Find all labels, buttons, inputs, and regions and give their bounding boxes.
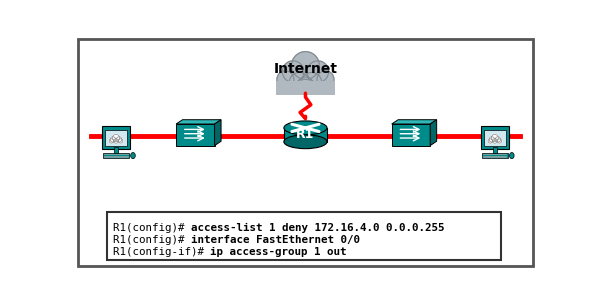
FancyBboxPatch shape [489,140,501,143]
Ellipse shape [510,153,514,159]
Circle shape [289,72,309,92]
Circle shape [492,139,497,143]
Ellipse shape [131,153,135,159]
Circle shape [497,139,502,143]
Circle shape [489,137,495,142]
FancyBboxPatch shape [107,212,501,259]
Ellipse shape [284,135,327,149]
FancyBboxPatch shape [110,140,122,143]
FancyBboxPatch shape [492,147,497,153]
Circle shape [116,137,122,142]
FancyBboxPatch shape [482,153,508,158]
FancyBboxPatch shape [105,130,127,146]
Circle shape [317,71,334,88]
Text: ip access-group 1 out: ip access-group 1 out [210,247,347,257]
FancyBboxPatch shape [481,126,509,149]
Polygon shape [430,120,437,146]
Circle shape [492,134,498,141]
FancyBboxPatch shape [114,147,119,153]
Polygon shape [215,120,221,146]
FancyBboxPatch shape [102,126,130,149]
FancyBboxPatch shape [103,153,129,158]
Circle shape [110,137,116,142]
FancyBboxPatch shape [484,130,505,146]
Circle shape [488,139,492,143]
Polygon shape [392,124,430,146]
Circle shape [307,61,328,82]
Text: R1(config)#: R1(config)# [113,223,191,233]
Text: R1: R1 [296,127,315,140]
Ellipse shape [284,121,327,135]
Circle shape [119,139,123,143]
Circle shape [297,77,314,94]
Circle shape [291,52,319,79]
Polygon shape [176,124,215,146]
Circle shape [113,134,119,141]
Polygon shape [176,120,221,124]
Polygon shape [392,120,437,124]
Circle shape [277,71,294,88]
FancyBboxPatch shape [276,81,335,95]
Text: interface FastEthernet 0/0: interface FastEthernet 0/0 [191,235,360,245]
FancyBboxPatch shape [284,128,327,142]
Circle shape [495,137,501,142]
Circle shape [109,139,114,143]
Circle shape [283,61,304,82]
Text: R1(config-if)#: R1(config-if)# [113,247,210,257]
Text: access-list 1 deny 172.16.4.0 0.0.0.255: access-list 1 deny 172.16.4.0 0.0.0.255 [191,223,445,233]
Circle shape [302,72,322,92]
Text: R1(config)#: R1(config)# [113,235,191,245]
Text: Internet: Internet [274,62,337,76]
Circle shape [114,139,119,143]
